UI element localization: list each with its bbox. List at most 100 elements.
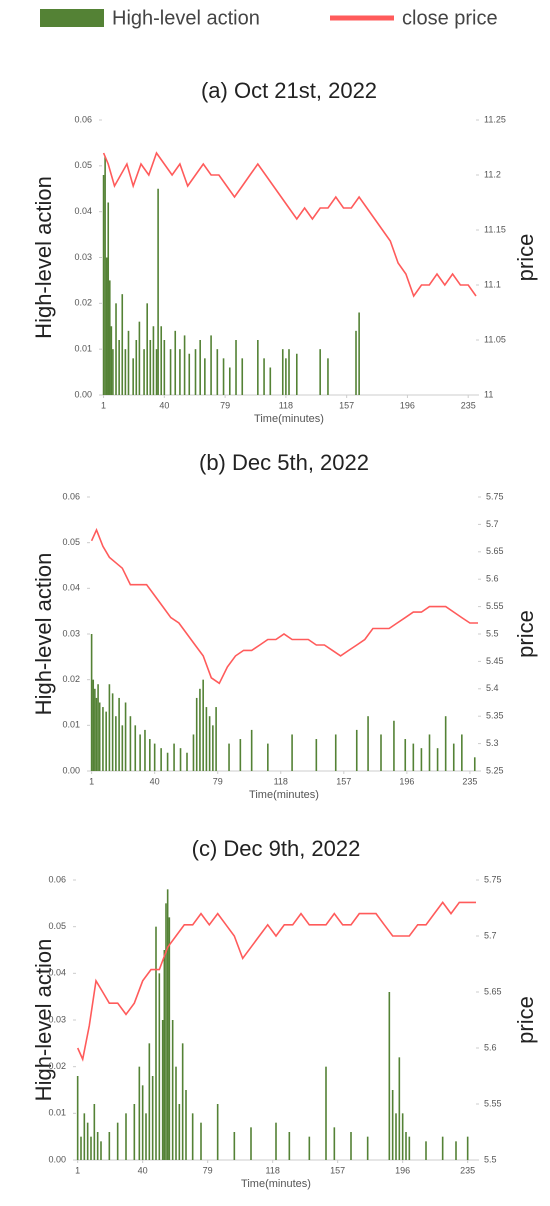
y-tick-label: 0.04: [62, 583, 80, 593]
bar: [105, 257, 108, 395]
y2-tick-label: 5.6: [484, 1042, 497, 1052]
legend-swatch: [40, 9, 104, 27]
bar: [152, 326, 155, 395]
bar: [118, 340, 120, 395]
bar: [179, 349, 181, 395]
bar: [473, 757, 476, 771]
y-tick-label: 0.04: [48, 968, 66, 978]
y2-tick-label: 5.3: [486, 738, 499, 748]
bar: [166, 752, 169, 771]
bar: [380, 734, 382, 771]
bar: [121, 725, 124, 771]
bar: [216, 1104, 219, 1160]
bar: [212, 725, 214, 771]
bar: [461, 734, 463, 771]
y2-tick-label: 5.55: [486, 601, 504, 611]
y2-tick-label: 5.65: [484, 986, 502, 996]
bar: [92, 679, 95, 771]
bar: [215, 707, 217, 771]
bar: [144, 729, 146, 771]
chart-title: (b) Dec 5th, 2022: [199, 450, 369, 475]
bar: [222, 358, 225, 395]
bar: [108, 280, 111, 395]
x-tick-label: 79: [220, 400, 230, 410]
bar: [188, 353, 191, 395]
bar: [200, 1122, 202, 1160]
bar: [405, 1132, 407, 1160]
bar: [80, 1136, 82, 1160]
x-tick-label: 1: [89, 776, 94, 786]
bar: [179, 748, 182, 771]
y2-tick-label: 11.25: [484, 114, 506, 124]
y-tick-label: 0.02: [74, 298, 92, 308]
bar: [192, 734, 195, 771]
bar: [355, 330, 357, 395]
bar: [108, 1132, 111, 1160]
bar: [355, 729, 358, 771]
bar: [334, 734, 337, 771]
y2-tick-label: 5.7: [486, 519, 499, 529]
x-tick-label: 40: [138, 1165, 148, 1175]
bar: [112, 349, 114, 395]
x-tick-label: 235: [462, 776, 477, 786]
bar: [163, 340, 166, 395]
bar: [138, 1066, 141, 1160]
bar: [288, 349, 290, 395]
bar: [96, 1132, 99, 1160]
bar: [233, 1132, 236, 1160]
bar: [425, 1141, 427, 1160]
bar: [102, 707, 104, 771]
bar: [127, 330, 130, 395]
bar: [412, 743, 415, 771]
y2-tick-label: 11.15: [484, 224, 506, 234]
bar: [452, 743, 455, 771]
bar: [86, 1122, 89, 1160]
bar: [146, 303, 148, 395]
x-tick-label: 1: [101, 400, 106, 410]
bar: [121, 294, 124, 395]
x-tick-label: 79: [213, 776, 223, 786]
y2-tick-label: 5.45: [486, 656, 504, 666]
y2-tick-label: 11.05: [484, 334, 506, 344]
x-tick-label: 118: [265, 1165, 279, 1175]
bar: [181, 1043, 184, 1160]
y-tick-label: 0.00: [74, 389, 92, 399]
bar: [388, 992, 391, 1160]
bar: [466, 1136, 469, 1160]
y2-tick-label: 11: [484, 389, 493, 399]
y2-tick-label: 5.65: [486, 546, 504, 556]
y-tick-label: 0.06: [48, 874, 66, 884]
bar: [436, 748, 439, 771]
bar: [97, 684, 99, 771]
bar: [308, 1136, 311, 1160]
price-line: [102, 151, 477, 298]
x-tick-label: 118: [274, 776, 288, 786]
bar: [166, 889, 169, 1160]
x-tick-label: 157: [330, 1165, 345, 1175]
bar: [157, 188, 159, 395]
bar: [183, 335, 186, 395]
bar: [148, 1043, 151, 1160]
y-tick-label: 0.02: [62, 674, 80, 684]
y2-tick-label: 5.4: [486, 683, 499, 693]
bar: [401, 1113, 404, 1160]
bar: [216, 349, 219, 395]
bar: [138, 321, 141, 395]
bar: [139, 734, 141, 771]
x-tick-label: 40: [150, 776, 160, 786]
x-tick-label: 118: [279, 400, 293, 410]
bar: [398, 1057, 401, 1160]
bar: [185, 1090, 187, 1160]
x-axis-label: Time(minutes): [241, 1178, 311, 1190]
y2-tick-label: 11.2: [484, 169, 501, 179]
bar: [250, 1127, 252, 1160]
bar: [455, 1141, 457, 1160]
bar: [104, 156, 106, 395]
bar: [161, 1020, 164, 1160]
bar: [83, 1113, 86, 1160]
bar: [116, 1122, 119, 1160]
bar: [195, 697, 198, 771]
y-tick-label: 0.06: [74, 114, 92, 124]
y-tick-label: 0.05: [48, 921, 66, 931]
